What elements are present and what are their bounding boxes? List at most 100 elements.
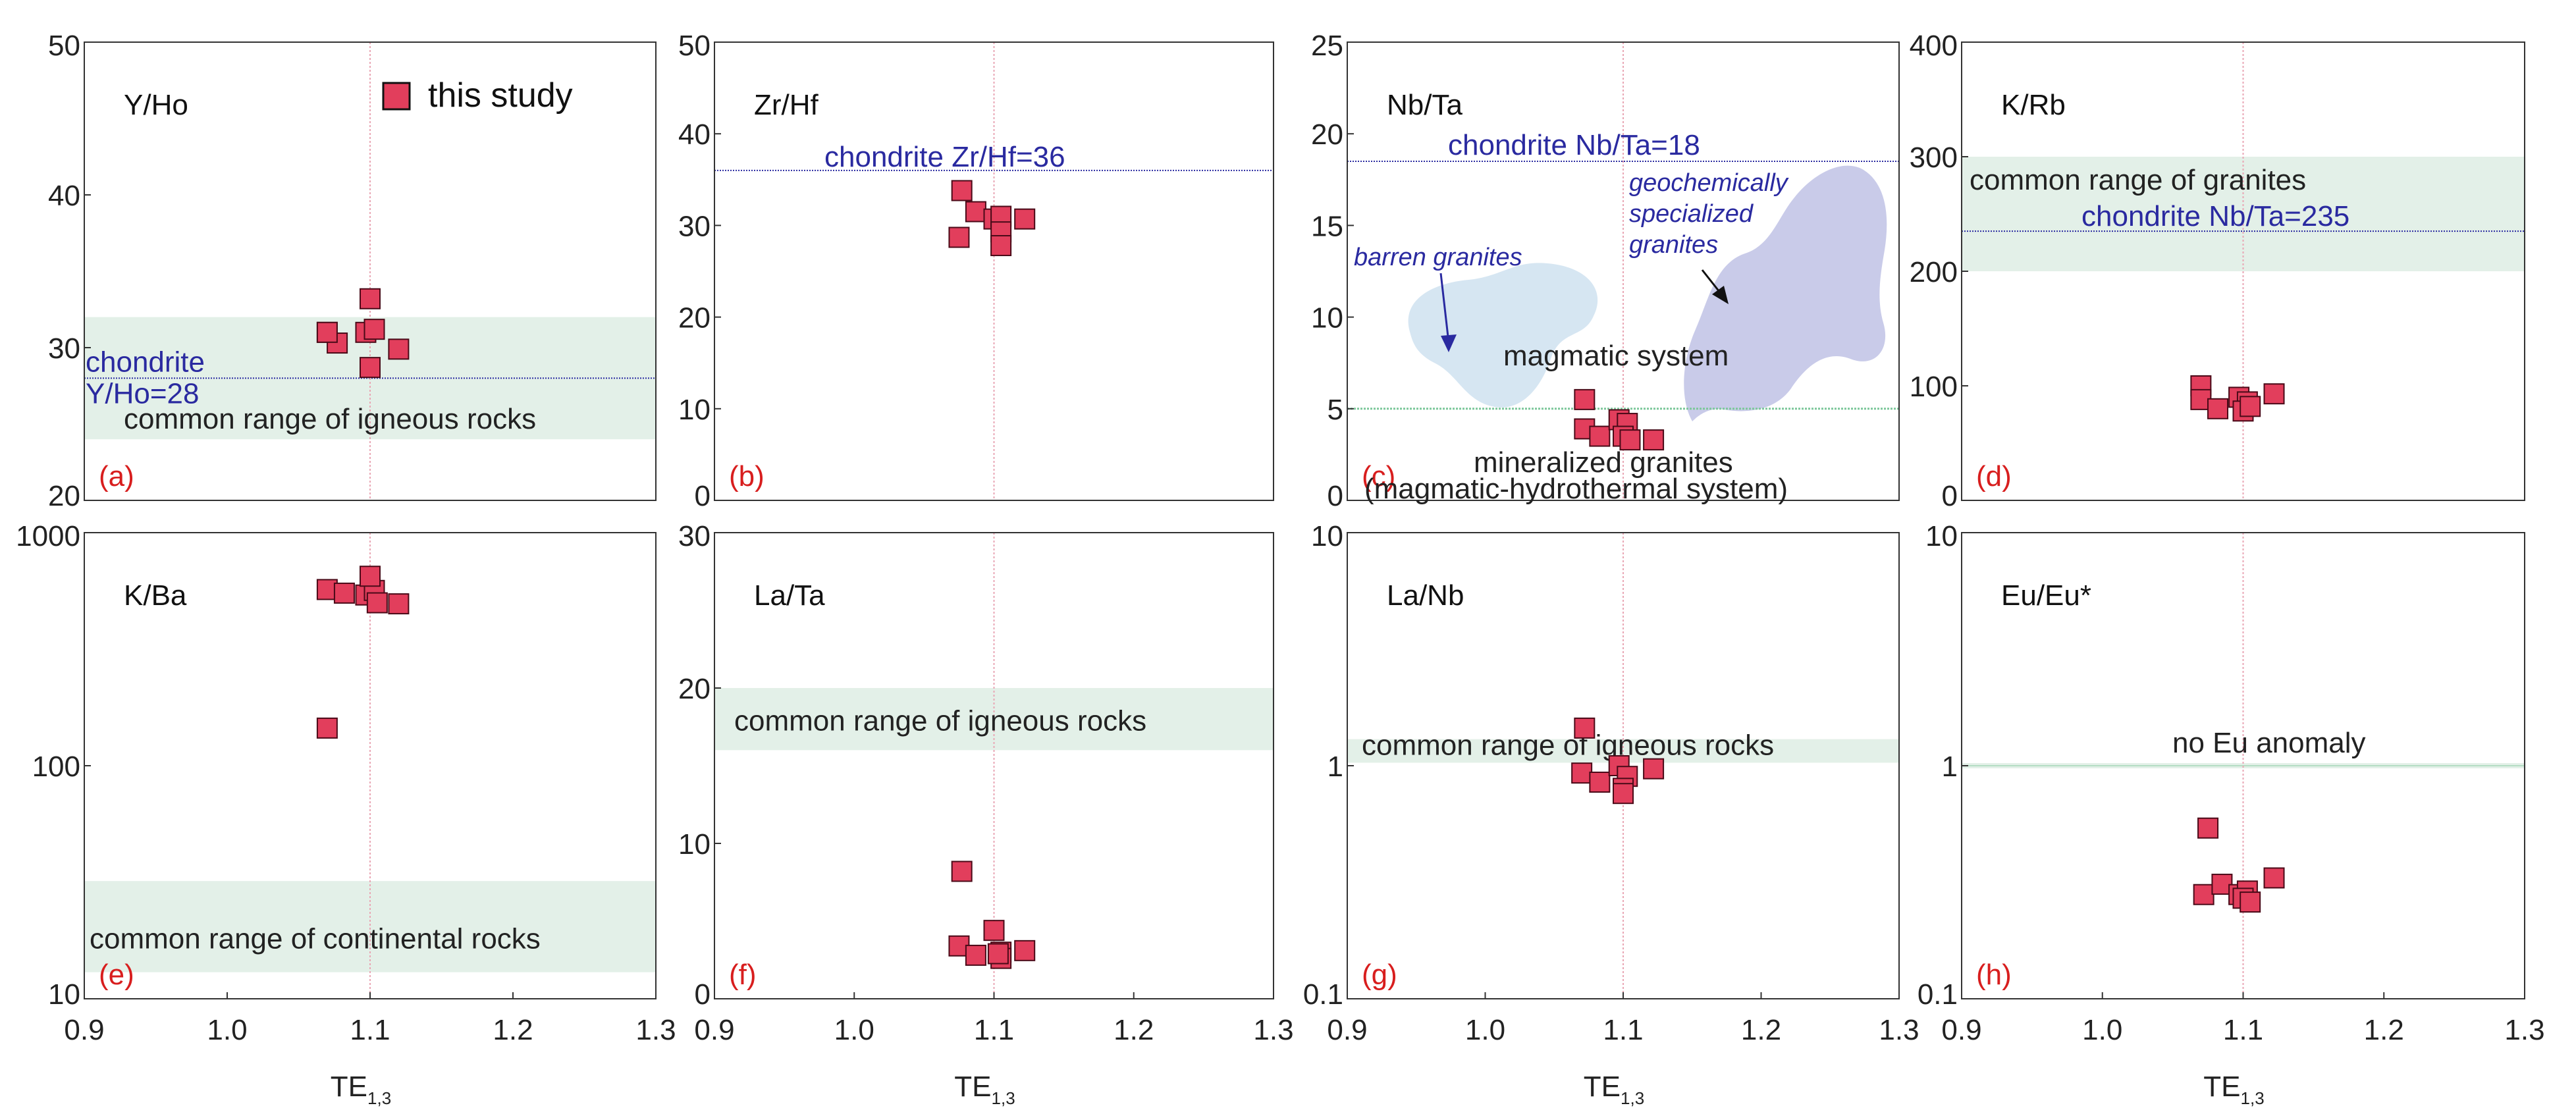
panel-c: 0 5 10 15 20 25 Nb/Ta (c) chondrite Nb/Ta=18 barr… <box>1311 30 1900 512</box>
y-tick-label: 40 <box>678 119 711 151</box>
x-tick-label: 1.2 <box>1741 1014 1781 1046</box>
x-tick-label: 1.1 <box>974 1014 1014 1046</box>
panel-d: 0 100 200 300 400 K/Rb (d) common range of gran… <box>1910 30 2525 512</box>
band-label: common range of igneous rocks <box>124 403 536 435</box>
panel-label: (a) <box>99 460 134 492</box>
y-tick-label: 50 <box>48 30 80 62</box>
chondrite-label: chondrite Nb/Ta=18 <box>1448 129 1700 161</box>
panel-label: (f) <box>729 959 757 991</box>
y-tick-label: 50 <box>678 30 711 62</box>
x-tick-label: 0.9 <box>1327 1014 1367 1046</box>
panel-h: 0.1 1 10 0.9 1.0 1.1 1.2 1.3 TE1,3 Eu/Eu* (h) no Eu… <box>1918 520 2545 1108</box>
plot-frame <box>714 41 1274 501</box>
data-point <box>1643 758 1665 780</box>
plot-frame <box>1347 41 1900 501</box>
band-label: common range of igneous rocks <box>734 704 1146 737</box>
y-tick-label: 1000 <box>16 520 80 552</box>
y-tick-label: 30 <box>678 210 711 242</box>
x-tick-label: 1.2 <box>1114 1014 1154 1046</box>
geochem-label-line2: specialized <box>1629 200 1754 228</box>
barren-granites-field <box>1408 263 1598 408</box>
data-point <box>388 338 410 360</box>
y-tick-label: 30 <box>678 520 711 552</box>
x-tick-label: 1.3 <box>2504 1014 2544 1046</box>
data-point <box>1613 783 1634 805</box>
y-tick-label: 0 <box>1328 480 1343 512</box>
chondrite-value-label: Y/Ho=28 <box>86 377 199 410</box>
x-tick-label: 1.1 <box>350 1014 390 1046</box>
data-point <box>951 180 973 201</box>
data-point <box>360 566 381 587</box>
data-point <box>1574 388 1596 410</box>
data-point <box>1589 425 1611 447</box>
data-point <box>1014 208 1036 230</box>
data-point <box>2240 396 2261 417</box>
panel-label: (e) <box>99 959 134 991</box>
data-point <box>1643 429 1665 451</box>
panel-label: (h) <box>1976 959 2012 991</box>
x-axis-title-sub: 1,3 <box>2241 1088 2265 1108</box>
y-tick-label: 1 <box>1328 751 1343 783</box>
panel-title: Nb/Ta <box>1387 89 1462 121</box>
data-point <box>1589 771 1611 793</box>
data-point <box>983 920 1005 942</box>
legend-label: this study <box>428 76 573 115</box>
legend-marker <box>382 82 411 111</box>
y-tick-label: 300 <box>1910 142 1958 174</box>
y-tick-label: 0 <box>1942 480 1958 512</box>
y-tick-label: 20 <box>678 302 711 334</box>
data-point <box>965 944 986 966</box>
data-point <box>951 861 973 882</box>
chondrite-label: chondrite Zr/Hf=36 <box>824 141 1065 173</box>
x-tick-label: 1.3 <box>1879 1014 1919 1046</box>
x-tick-label: 0.9 <box>694 1014 734 1046</box>
x-tick-label: 1.1 <box>1603 1014 1643 1046</box>
panel-label: (c) <box>1362 460 1395 492</box>
x-tick-label: 1.0 <box>207 1014 247 1046</box>
data-point <box>316 579 338 600</box>
data-point <box>366 592 388 614</box>
data-point <box>2263 383 2285 405</box>
no-eu-anomaly-label: no Eu anomaly <box>2172 727 2366 759</box>
x-tick-label: 0.9 <box>64 1014 104 1046</box>
data-point <box>1619 429 1641 451</box>
x-axis-title: TE1,3 <box>331 1071 391 1108</box>
data-point <box>363 319 385 340</box>
plot-frame <box>84 41 657 501</box>
y-tick-label: 20 <box>678 673 711 705</box>
y-tick-label: 1 <box>1942 751 1958 783</box>
x-axis-title: TE1,3 <box>2203 1071 2264 1108</box>
band-label: common range of igneous rocks <box>1362 729 1774 761</box>
x-tick-label: 1.0 <box>2082 1014 2122 1046</box>
y-tick-label: 0 <box>695 480 711 512</box>
barren-granites-label: barren granites <box>1354 244 1522 271</box>
panel-title: La/Ta <box>754 579 825 612</box>
panel-title: Zr/Hf <box>754 89 819 121</box>
x-tick-label: 0.9 <box>1941 1014 1981 1046</box>
barren-arrow-line <box>1439 273 1450 343</box>
data-point <box>2263 867 2285 889</box>
data-point <box>990 235 1012 257</box>
panel-title: Eu/Eu* <box>2001 579 2091 612</box>
y-tick-label: 15 <box>1311 210 1343 242</box>
x-axis-title: TE1,3 <box>1584 1071 1644 1108</box>
x-tick-label: 1.3 <box>635 1014 676 1046</box>
panel-title: K/Rb <box>2001 89 2066 121</box>
y-tick-label: 0 <box>695 978 711 1011</box>
panel-title: K/Ba <box>124 579 187 612</box>
y-tick-label: 40 <box>48 180 80 212</box>
y-tick-label: 0.1 <box>1918 978 1958 1011</box>
magmatic-system-label: magmatic system <box>1503 340 1729 372</box>
x-tick-label: 1.1 <box>2223 1014 2263 1046</box>
data-point <box>360 357 381 379</box>
geochemically-specialized-field <box>1684 165 1887 421</box>
geochem-label-line1: geochemically <box>1629 169 1789 197</box>
y-tick-label: 20 <box>1311 119 1343 151</box>
x-tick-label: 1.0 <box>1465 1014 1505 1046</box>
y-tick-label: 100 <box>1910 371 1958 403</box>
mineralized-granites-label: mineralized granites <box>1474 446 1733 479</box>
panel-e: 10 100 1000 0.9 1.0 1.1 1.2 1.3 TE1,3 K/Ba (e) comm… <box>16 520 676 1108</box>
x-axis-title-main: TE <box>954 1071 991 1103</box>
data-point <box>316 321 338 343</box>
